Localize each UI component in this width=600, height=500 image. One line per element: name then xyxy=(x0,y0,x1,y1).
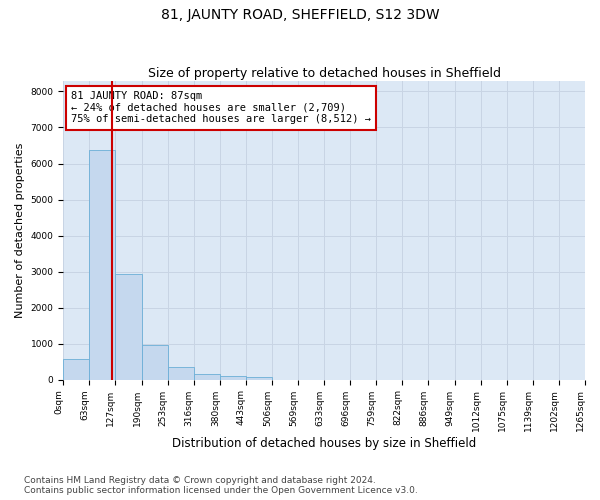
Text: 81 JAUNTY ROAD: 87sqm
← 24% of detached houses are smaller (2,709)
75% of semi-d: 81 JAUNTY ROAD: 87sqm ← 24% of detached … xyxy=(71,91,371,124)
Text: 81, JAUNTY ROAD, SHEFFIELD, S12 3DW: 81, JAUNTY ROAD, SHEFFIELD, S12 3DW xyxy=(161,8,439,22)
Bar xyxy=(220,376,246,380)
Bar xyxy=(167,366,194,380)
Title: Size of property relative to detached houses in Sheffield: Size of property relative to detached ho… xyxy=(148,66,500,80)
Bar xyxy=(63,360,89,380)
Bar xyxy=(246,376,272,380)
Bar xyxy=(89,150,115,380)
Bar xyxy=(142,345,167,380)
Text: Contains HM Land Registry data © Crown copyright and database right 2024.
Contai: Contains HM Land Registry data © Crown c… xyxy=(24,476,418,495)
Y-axis label: Number of detached properties: Number of detached properties xyxy=(15,142,25,318)
Bar xyxy=(194,374,220,380)
Bar xyxy=(115,274,142,380)
X-axis label: Distribution of detached houses by size in Sheffield: Distribution of detached houses by size … xyxy=(172,437,476,450)
